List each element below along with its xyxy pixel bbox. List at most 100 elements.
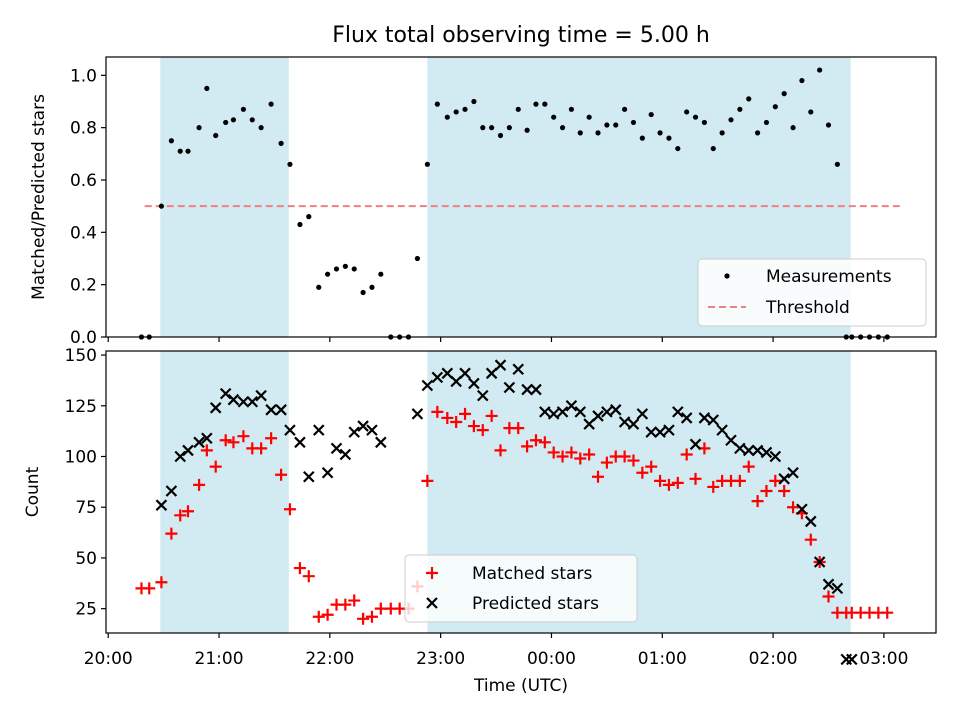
predicted-star-point [707, 414, 720, 426]
measurement-point [737, 106, 743, 112]
matched-star-point [556, 450, 569, 463]
predicted-star-point [636, 408, 649, 420]
predicted-star-point [155, 499, 168, 511]
matched-star-point [760, 484, 773, 497]
predicted-star-point [831, 582, 844, 595]
matched-star-point [200, 444, 213, 457]
predicted-star-point [375, 436, 387, 449]
matched-star-point [365, 610, 378, 623]
predicted-star-point [698, 412, 711, 424]
measurement-point [675, 145, 681, 152]
predicted-star-point [813, 556, 826, 568]
predicted-star-point [450, 375, 462, 388]
legend-predicted-marker [426, 597, 438, 609]
bottom-xticks: 20:00 21:00 22:00 23:00 00:00 01:00 02:00 03:00 [84, 633, 908, 669]
measurement-point [657, 130, 663, 136]
predicted-star-point [680, 412, 693, 424]
matched-star-point [494, 444, 507, 457]
legend-threshold-label: Threshold [765, 298, 850, 318]
matched-star-point [476, 424, 489, 437]
matched-star-point [787, 501, 800, 514]
xtick-label: 02:00 [749, 649, 798, 669]
measurement-point [230, 117, 237, 123]
predicted-star-point [627, 418, 640, 430]
matched-star-point [538, 436, 551, 449]
bottom-yticks: 25 50 75 100 125 150 [65, 346, 106, 620]
matched-star-point [645, 460, 658, 473]
predicted-star-point [530, 383, 542, 396]
measurement-point [790, 125, 796, 131]
measurement-point [351, 266, 357, 272]
matched-star-point [237, 430, 250, 443]
xtick-label: 01:00 [638, 649, 687, 669]
matched-star-point [467, 420, 480, 433]
predicted-star-point [348, 426, 361, 438]
predicted-star-point [556, 406, 569, 418]
matched-star-point [174, 509, 187, 522]
predicted-star-point [431, 371, 444, 384]
measurement-point [268, 101, 274, 107]
matched-star-point [822, 590, 835, 603]
measurement-point [684, 109, 690, 115]
matched-star-point [733, 474, 746, 487]
predicted-star-point [284, 424, 296, 436]
matched-star-point [512, 422, 525, 435]
predicted-star-point [796, 503, 808, 516]
predicted-star-point [275, 404, 287, 416]
bottom-shaded-interval-0 [160, 351, 289, 633]
predicted-star-point [193, 436, 205, 449]
matched-star-point [431, 405, 444, 418]
matched-star-point [671, 476, 684, 489]
matched-star-point [275, 468, 288, 481]
top-ytick-label: 0.0 [70, 328, 97, 348]
measurement-point [249, 117, 255, 123]
measurement-point [342, 263, 348, 269]
predicted-star-point [734, 442, 746, 455]
measurement-point [604, 122, 610, 128]
predicted-star-point [663, 424, 675, 436]
measurement-point [489, 125, 495, 131]
top-ytick-label: 0.4 [70, 223, 97, 243]
matched-star-point [357, 612, 370, 625]
xtick-label: 22:00 [305, 649, 354, 669]
measurement-point [524, 127, 530, 133]
measurement-point [196, 125, 202, 131]
matched-star-point [143, 582, 156, 595]
predicted-star-point [255, 389, 267, 402]
measurement-point [453, 109, 459, 115]
predicted-star-point [411, 408, 424, 420]
matched-star-point [441, 411, 454, 424]
measurement-point [506, 125, 512, 131]
matched-star-point [219, 434, 232, 447]
measurement-point [719, 130, 725, 136]
matched-star-point [751, 495, 764, 508]
measurement-point [568, 106, 575, 112]
predicted-star-point [227, 393, 240, 406]
matched-star-point [302, 570, 315, 583]
predicted-star-point [822, 578, 835, 591]
predicted-star-point [339, 448, 352, 461]
top-marks [138, 67, 890, 340]
matched-star-point [312, 610, 325, 623]
predicted-star-point [742, 444, 755, 457]
predicted-star-point [645, 426, 657, 438]
matched-star-point [529, 434, 542, 447]
legend-matched-marker [426, 567, 438, 579]
predicted-star-point [609, 404, 622, 416]
matched-star-point [804, 533, 817, 546]
predicted-star-point [366, 424, 378, 436]
measurement-point [369, 284, 375, 290]
predicted-star-point [494, 359, 507, 371]
measurement-point [533, 101, 539, 107]
matched-star-point [227, 436, 240, 449]
predicted-star-point [303, 471, 315, 483]
matched-star-point [627, 454, 640, 467]
top-yticks: 0.0 0.2 0.4 0.6 0.8 1.0 [70, 66, 106, 348]
predicted-star-point [165, 485, 178, 497]
measurement-point [763, 119, 770, 126]
predicted-star-point [182, 444, 194, 457]
predicted-star-point [601, 406, 613, 418]
measurement-point [772, 104, 778, 110]
measurement-point [360, 289, 366, 296]
